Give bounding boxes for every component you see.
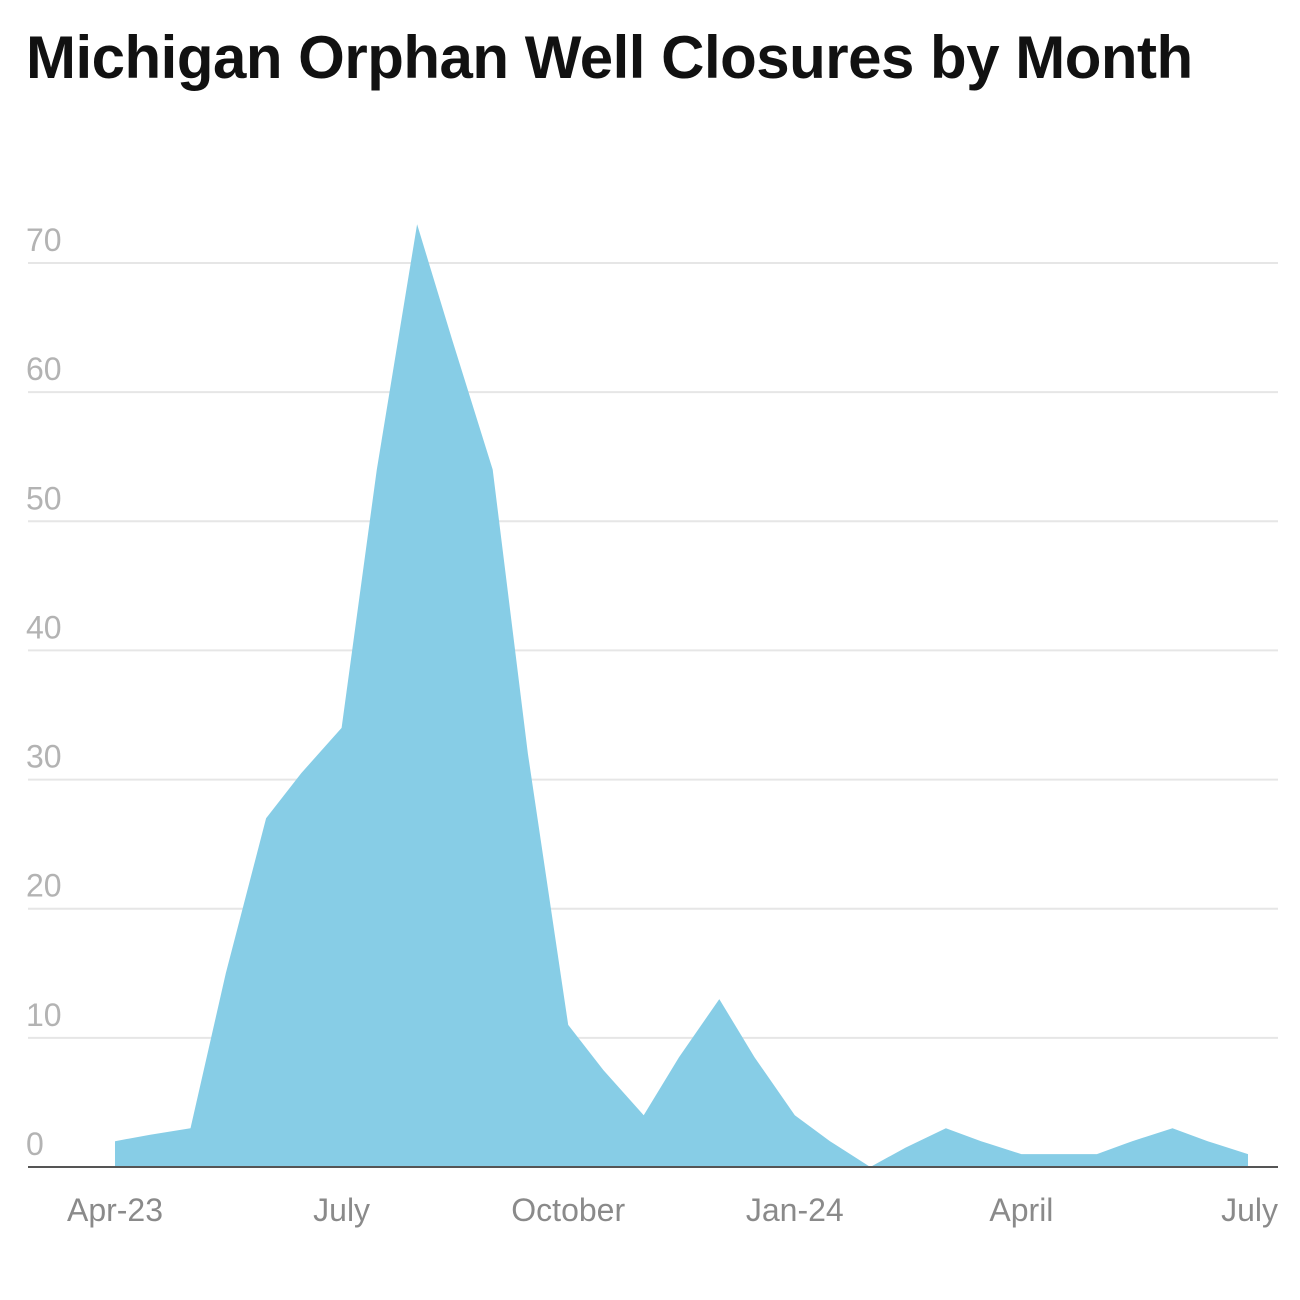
x-tick-label-4: April bbox=[989, 1192, 1053, 1228]
y-tick-label-20: 20 bbox=[26, 868, 62, 904]
y-tick-label-10: 10 bbox=[26, 997, 62, 1033]
chart-title: Michigan Orphan Well Closures by Month bbox=[26, 24, 1193, 91]
x-tick-label-1: July bbox=[313, 1192, 370, 1228]
area-fill bbox=[115, 224, 1248, 1168]
y-tick-label-30: 30 bbox=[26, 739, 62, 775]
x-tick-label-5: July bbox=[1221, 1192, 1278, 1228]
y-tick-label-60: 60 bbox=[26, 351, 62, 387]
x-tick-label-0: Apr-23 bbox=[67, 1192, 163, 1228]
y-axis-tick-labels: 0 10 20 30 40 50 60 70 bbox=[26, 222, 62, 1162]
y-tick-label-50: 50 bbox=[26, 480, 62, 516]
y-tick-label-70: 70 bbox=[26, 222, 62, 258]
x-tick-label-2: October bbox=[511, 1192, 625, 1228]
gridlines bbox=[28, 262, 1278, 1039]
x-tick-label-3: Jan-24 bbox=[746, 1192, 844, 1228]
area-series bbox=[115, 224, 1248, 1168]
x-axis-tick-labels: Apr-23 July October Jan-24 April July bbox=[67, 1192, 1278, 1228]
y-tick-label-0: 0 bbox=[26, 1126, 44, 1162]
y-tick-label-40: 40 bbox=[26, 609, 62, 645]
